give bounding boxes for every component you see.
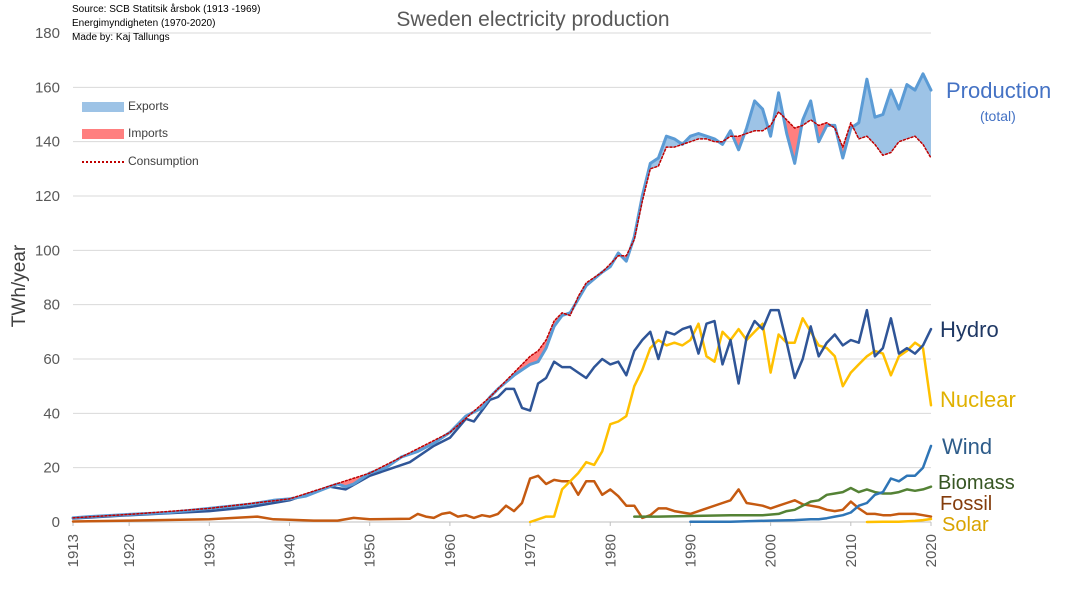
x-tick-label: 1990 bbox=[682, 534, 699, 567]
y-tick-label: 20 bbox=[43, 460, 60, 477]
x-tick-label: 1980 bbox=[602, 534, 619, 567]
series-label-solar: Solar bbox=[942, 514, 989, 536]
y-tick-label: 140 bbox=[35, 134, 60, 151]
series-line-biomass bbox=[633, 485, 933, 518]
x-tick-label: 1970 bbox=[522, 534, 539, 567]
x-tick-label: 2020 bbox=[923, 534, 940, 567]
y-axis-label: TWh/year bbox=[9, 244, 30, 328]
series-line-solar bbox=[865, 517, 933, 524]
x-tick-label: 1930 bbox=[201, 534, 218, 567]
source-line-3: Made by: Kaj Tallungs bbox=[72, 32, 170, 43]
legend-label-imports: Imports bbox=[128, 126, 169, 140]
y-tick-label: 40 bbox=[43, 405, 60, 422]
legend-swatch-imports bbox=[82, 129, 124, 139]
y-tick-label: 100 bbox=[35, 242, 60, 259]
x-tick-label: 1960 bbox=[442, 534, 459, 567]
x-tick-label: 1920 bbox=[121, 534, 138, 567]
y-tick-label: 80 bbox=[43, 297, 60, 314]
source-line-2: Energimyndigheten (1970-2020) bbox=[72, 18, 216, 29]
source-line-1: Source: SCB Statitsik årsbok (1913 -1969… bbox=[72, 4, 261, 15]
series-line-consumption bbox=[72, 111, 932, 519]
legend-label-exports: Exports bbox=[128, 99, 169, 113]
series-label-hydro: Hydro bbox=[940, 317, 999, 342]
y-axis-label-box: TWh/year bbox=[2, 245, 32, 327]
x-tick-label: 1950 bbox=[362, 534, 379, 567]
series-label-production-sub: (total) bbox=[980, 108, 1016, 124]
legend-swatch-exports bbox=[82, 102, 124, 112]
series-label-fossil: Fossil bbox=[940, 493, 993, 515]
x-tick-label: 2010 bbox=[843, 534, 860, 567]
legend-label-consumption: Consumption bbox=[128, 154, 199, 168]
x-tick-label: 1913 bbox=[65, 534, 82, 567]
exports-area bbox=[73, 73, 931, 518]
y-tick-label: 60 bbox=[43, 351, 60, 368]
series-line-hydro bbox=[71, 308, 933, 520]
y-tick-label: 0 bbox=[52, 514, 60, 531]
x-tick-label: 2000 bbox=[763, 534, 780, 567]
x-tick-label: 1940 bbox=[282, 534, 299, 567]
series-line-production bbox=[71, 72, 933, 520]
series-line-fossil bbox=[71, 474, 933, 523]
y-tick-label: 120 bbox=[35, 188, 60, 205]
legend-swatch-consumption bbox=[82, 161, 124, 163]
series-line-wind bbox=[689, 444, 933, 523]
series-label-production: Production bbox=[946, 78, 1052, 103]
y-tick-label: 180 bbox=[35, 25, 60, 42]
series-label-nuclear: Nuclear bbox=[940, 387, 1016, 412]
series-label-biomass: Biomass bbox=[938, 472, 1015, 494]
chart-title: Sweden electricity production bbox=[396, 8, 670, 31]
y-tick-label: 160 bbox=[35, 79, 60, 96]
imports-area bbox=[73, 111, 931, 518]
series-label-wind: Wind bbox=[942, 434, 993, 459]
